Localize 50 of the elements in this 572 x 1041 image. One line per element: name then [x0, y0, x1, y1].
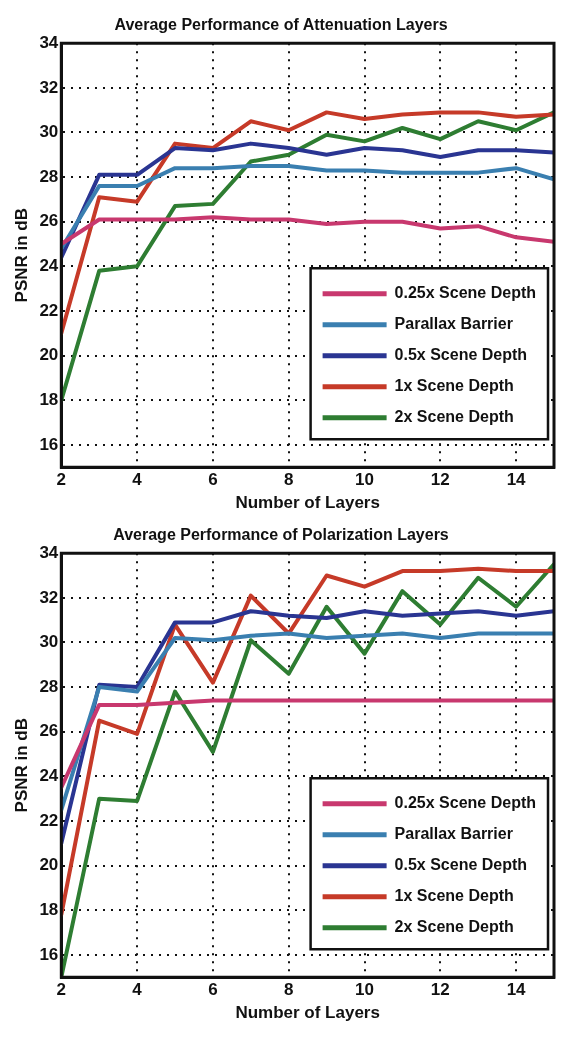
- y-tick-label: 26: [39, 211, 59, 231]
- y-tick-label: 20: [39, 855, 59, 875]
- legend-label: Parallax Barrier: [394, 825, 513, 843]
- legend-label: 1x Scene Depth: [394, 377, 514, 395]
- y-tick-label: 30: [39, 632, 59, 652]
- x-tick-label: 14: [506, 980, 527, 1000]
- y-tick-label: 22: [39, 300, 59, 320]
- y-tick-label: 28: [39, 166, 59, 186]
- y-axis-title: PSNR in dB: [11, 207, 31, 303]
- x-tick-label: 8: [283, 470, 294, 490]
- y-tick-label: 18: [39, 389, 59, 409]
- legend-label: 0.5x Scene Depth: [394, 856, 528, 874]
- y-tick-label: 16: [39, 944, 59, 964]
- legend-label: 1x Scene Depth: [394, 887, 514, 905]
- chart-title: Average Performance of Attenuation Layers: [114, 16, 448, 34]
- x-tick-label: 6: [208, 470, 218, 490]
- x-tick-label: 14: [506, 470, 527, 490]
- x-tick-label: 10: [355, 980, 374, 1000]
- x-tick-label: 6: [208, 980, 218, 1000]
- x-tick-label: 12: [430, 470, 450, 490]
- y-tick-label: 34: [39, 542, 59, 562]
- x-tick-label: 10: [355, 470, 374, 490]
- y-tick-label: 24: [39, 766, 59, 786]
- y-tick-label: 26: [39, 721, 59, 741]
- legend-label: 0.25x Scene Depth: [394, 284, 537, 302]
- y-tick-label: 18: [39, 899, 59, 919]
- legend-label: 0.5x Scene Depth: [394, 346, 528, 364]
- y-tick-label: 22: [39, 810, 59, 830]
- legend-label: 2x Scene Depth: [394, 918, 514, 936]
- y-tick-label: 34: [39, 32, 59, 52]
- y-tick-label: 24: [39, 256, 59, 276]
- y-tick-label: 16: [39, 434, 59, 454]
- chart-title: Average Performance of Polarization Layers: [113, 526, 449, 544]
- x-axis-title: Number of Layers: [235, 493, 380, 513]
- legend-label: Parallax Barrier: [394, 315, 513, 333]
- x-tick-label: 12: [430, 980, 450, 1000]
- x-tick-label: 2: [56, 470, 67, 490]
- x-tick-label: 4: [132, 980, 143, 1000]
- y-tick-label: 20: [39, 345, 59, 365]
- legend-label: 2x Scene Depth: [394, 408, 514, 426]
- legend-label: 0.25x Scene Depth: [394, 794, 537, 812]
- x-tick-label: 8: [283, 980, 294, 1000]
- x-tick-label: 4: [132, 470, 143, 490]
- y-tick-label: 28: [39, 676, 59, 696]
- y-tick-label: 30: [39, 122, 59, 142]
- y-tick-label: 32: [39, 587, 59, 607]
- x-axis-title: Number of Layers: [235, 1003, 380, 1023]
- y-tick-label: 32: [39, 77, 59, 97]
- y-axis-title: PSNR in dB: [11, 717, 31, 813]
- x-tick-label: 2: [56, 980, 67, 1000]
